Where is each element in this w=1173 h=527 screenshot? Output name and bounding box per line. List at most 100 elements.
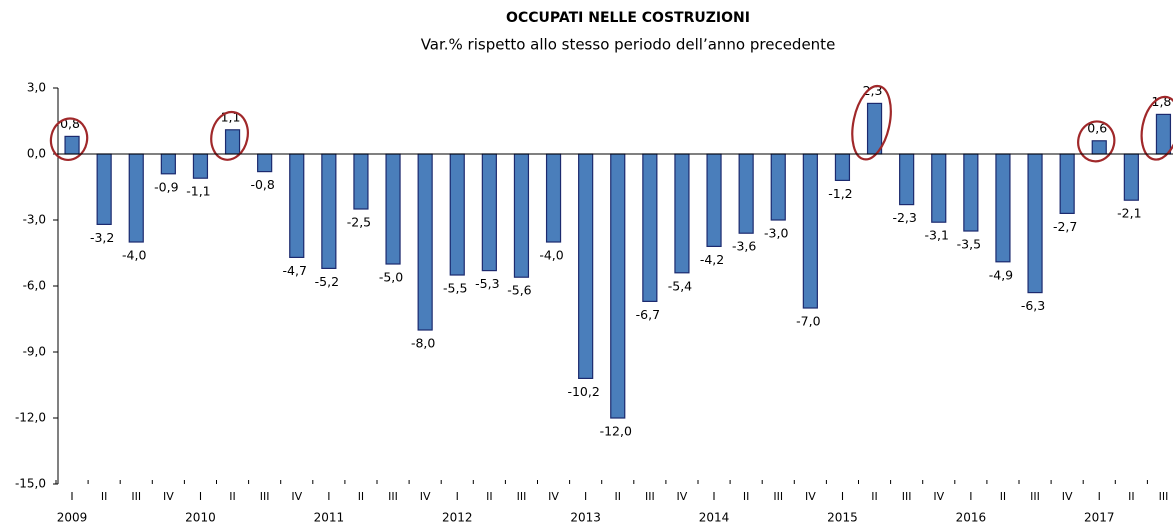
year-label: 2015	[827, 511, 858, 525]
data-label: -3,2	[90, 230, 114, 245]
x-tick-label: IV	[291, 490, 302, 503]
data-label: -7,0	[796, 314, 820, 329]
data-label: -12,0	[600, 424, 632, 439]
x-tick-label: III	[1159, 490, 1169, 503]
data-label: -5,5	[443, 281, 467, 296]
bar	[96, 153, 112, 226]
x-tick-label: III	[1030, 490, 1040, 503]
x-tick-label: II	[615, 490, 622, 503]
data-label: -3,1	[925, 228, 949, 243]
bar	[545, 153, 562, 243]
x-tick-label: IV	[933, 490, 944, 503]
data-label: -10,2	[567, 384, 599, 399]
bar	[160, 153, 176, 175]
data-label: -4,0	[122, 248, 146, 263]
data-label: -5,3	[475, 276, 499, 291]
x-tick-label: IV	[1062, 490, 1073, 503]
data-label: -2,1	[1117, 206, 1141, 221]
data-label: -3,0	[764, 226, 788, 241]
bar	[417, 153, 433, 331]
bar	[192, 153, 209, 179]
y-tick-label: -12,0	[15, 411, 46, 425]
data-label: -8,0	[411, 336, 435, 351]
x-tick-label: IV	[548, 490, 559, 503]
data-label: -4,2	[700, 252, 724, 267]
data-label: -1,2	[828, 186, 852, 201]
x-tick-label: IV	[163, 490, 174, 503]
highlight-circle	[210, 110, 249, 161]
x-tick-label: III	[645, 490, 655, 503]
data-label: -0,8	[250, 177, 274, 192]
x-tick-label: II	[229, 490, 236, 503]
bar	[481, 153, 497, 272]
x-tick-label: I	[456, 490, 459, 503]
bar	[353, 153, 369, 210]
data-label: -3,6	[732, 239, 756, 254]
year-label: 2009	[57, 511, 88, 525]
bar	[995, 153, 1011, 263]
x-tick-label: III	[902, 490, 912, 503]
year-label: 2017	[1084, 511, 1115, 525]
x-tick-label: II	[101, 490, 108, 503]
y-tick-label: 3,0	[27, 81, 46, 95]
highlight-circle	[1140, 95, 1173, 161]
x-tick-label: I	[841, 490, 844, 503]
bar	[610, 153, 626, 419]
x-tick-label: III	[131, 490, 141, 503]
x-tick-label: II	[1000, 490, 1007, 503]
bar	[1091, 140, 1107, 155]
chart-title: OCCUPATI NELLE COSTRUZIONI	[506, 10, 750, 26]
x-tick-label: IV	[420, 490, 431, 503]
y-tick-label: -9,0	[23, 345, 46, 359]
data-label: -4,0	[539, 248, 563, 263]
data-label: -2,5	[347, 215, 371, 230]
y-tick-label: -15,0	[15, 477, 46, 491]
bar	[385, 153, 401, 265]
bar	[289, 153, 305, 259]
chart-subtitle: Var.% rispetto allo stesso periodo dell’…	[421, 36, 836, 54]
x-tick-label: I	[1098, 490, 1101, 503]
data-label: -6,7	[636, 307, 660, 322]
data-label: -6,3	[1021, 298, 1045, 313]
y-tick-label: 0,0	[27, 147, 46, 161]
x-tick-label: II	[486, 490, 493, 503]
data-label: 0,6	[1087, 120, 1107, 135]
x-tick-label: II	[1128, 490, 1135, 503]
x-tick-label: IV	[805, 490, 816, 503]
x-tick-label: II	[871, 490, 878, 503]
x-tick-label: I	[199, 490, 202, 503]
highlight-circle	[49, 117, 89, 161]
y-tick-label: -6,0	[23, 279, 46, 293]
bar	[706, 153, 722, 248]
x-tick-label: III	[517, 490, 527, 503]
bar	[738, 153, 754, 234]
bar	[1027, 153, 1043, 294]
data-label: -4,7	[283, 263, 307, 278]
highlight-circle	[1077, 120, 1116, 163]
year-label: 2010	[185, 511, 216, 525]
year-label: 2012	[442, 511, 473, 525]
bar	[128, 153, 144, 243]
x-tick-label: III	[388, 490, 398, 503]
bar	[1059, 153, 1075, 215]
bar	[899, 153, 915, 206]
bar	[321, 153, 337, 270]
data-label: -5,2	[315, 274, 339, 289]
x-tick-label: III	[773, 490, 783, 503]
data-label: -4,9	[989, 267, 1013, 282]
data-label: -3,5	[957, 237, 981, 252]
data-label: -1,1	[186, 184, 210, 199]
x-tick-label: I	[584, 490, 587, 503]
bar	[963, 153, 979, 232]
data-label: -0,9	[154, 179, 178, 194]
data-label: -5,0	[379, 270, 403, 285]
bar	[578, 153, 594, 379]
x-tick-label: IV	[677, 490, 688, 503]
data-label: -5,6	[507, 283, 531, 298]
highlight-circle	[851, 84, 892, 161]
bar	[513, 153, 530, 278]
year-label: 2011	[314, 511, 345, 525]
bar	[834, 153, 851, 181]
bar	[64, 135, 80, 155]
